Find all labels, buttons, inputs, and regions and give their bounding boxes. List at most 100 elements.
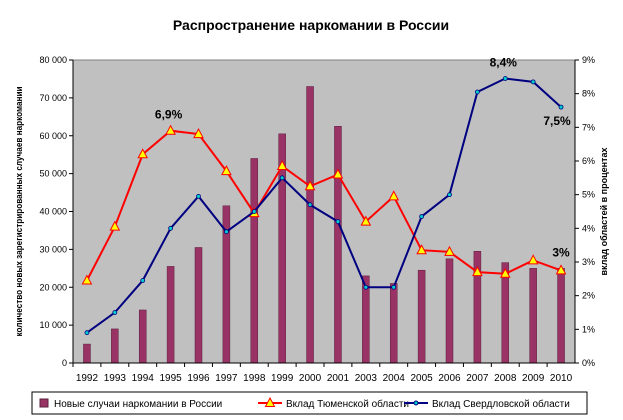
bar-2010 bbox=[557, 268, 565, 364]
legend-label: Вклад Тюменской области bbox=[286, 398, 409, 410]
x-tick-label-2001: 2001 bbox=[327, 373, 350, 384]
x-tick-label-1996: 1996 bbox=[187, 373, 210, 384]
legend-label: Новые случаи наркомании в России bbox=[54, 399, 222, 410]
y-right-tick-label: 5% bbox=[582, 190, 595, 200]
bar-1996 bbox=[194, 247, 203, 364]
y-right-tick-label: 4% bbox=[582, 223, 595, 233]
y-left-tick-label: 50 000 bbox=[39, 169, 67, 179]
x-tick-label-1997: 1997 bbox=[215, 373, 238, 384]
point-s1-1992 bbox=[81, 274, 93, 285]
bar-1995 bbox=[166, 266, 175, 364]
y-left-tick-label: 30 000 bbox=[39, 244, 67, 254]
point-s2-1992 bbox=[84, 330, 90, 336]
point-s1-2005 bbox=[416, 244, 427, 255]
bar-2005 bbox=[417, 269, 426, 364]
x-tick-label-1992: 1992 bbox=[76, 373, 99, 384]
y-right-tick-label: 9% bbox=[582, 55, 595, 65]
y-left-tick-label: 10 000 bbox=[39, 320, 67, 330]
bar-1998 bbox=[250, 158, 259, 364]
annotations-group: 6,9% 8,4% 7,5% 3% bbox=[155, 56, 571, 260]
point-s2-2009 bbox=[530, 79, 536, 85]
x-tick-label-1999: 1999 bbox=[271, 373, 294, 384]
point-s2-1994 bbox=[140, 278, 146, 283]
bar-2006 bbox=[445, 258, 454, 364]
x-tick-label-2007: 2007 bbox=[466, 373, 489, 384]
x-tick-label-2008: 2008 bbox=[494, 373, 517, 384]
point-s1-1997 bbox=[221, 165, 232, 176]
y-right-tick-label: 3% bbox=[582, 257, 595, 267]
y-axis-left-label: количество новых зарегистрированных случ… bbox=[14, 87, 24, 337]
point-s2-2010 bbox=[558, 104, 564, 110]
y-left-tick-label: 60 000 bbox=[39, 131, 67, 141]
legend-marker bbox=[413, 400, 419, 406]
point-s2-2000 bbox=[307, 202, 313, 208]
point-s2-1997 bbox=[223, 229, 229, 235]
axes-group: 0 10 000 20 000 30 000 40 000 50 000 60 000 70 … bbox=[39, 55, 595, 384]
legend-marker bbox=[264, 396, 276, 407]
point-s2-1999 bbox=[279, 175, 285, 181]
y-axis-right-label: вклад областей в процентах bbox=[599, 148, 609, 276]
y-left-tick-label: 40 000 bbox=[39, 207, 67, 217]
annotation-label: 6,9% bbox=[155, 108, 183, 122]
annotation-label: 3% bbox=[552, 245, 570, 259]
x-tick-label-2009: 2009 bbox=[522, 373, 545, 384]
y-right-tick-label: 6% bbox=[582, 156, 595, 166]
y-left-tick-label: 80 000 bbox=[39, 55, 67, 65]
point-s2-2003 bbox=[363, 284, 369, 290]
point-s2-2004 bbox=[391, 284, 397, 290]
annotation-label: 8,4% bbox=[490, 56, 518, 70]
point-s1-2000 bbox=[304, 180, 316, 191]
line-series-group bbox=[81, 76, 567, 336]
x-tick-label-2005: 2005 bbox=[410, 373, 433, 384]
point-s2-1993 bbox=[112, 310, 118, 315]
point-s2-1996 bbox=[196, 193, 201, 199]
x-tick-label-1995: 1995 bbox=[159, 373, 182, 384]
annotation-label: 7,5% bbox=[543, 114, 571, 128]
point-s1-2009 bbox=[527, 254, 539, 265]
point-s2-2006 bbox=[447, 192, 452, 198]
point-s2-2005 bbox=[419, 214, 425, 219]
y-right-tick-label: 1% bbox=[582, 324, 595, 334]
y-right-tick-label: 0% bbox=[582, 358, 595, 368]
y-left-tick-label: 20 000 bbox=[39, 282, 67, 292]
bar-2004 bbox=[389, 283, 398, 364]
legend-box bbox=[31, 391, 588, 415]
chart-title: Распространение наркомании в России bbox=[173, 17, 449, 33]
point-s1-2001 bbox=[332, 168, 344, 179]
y-right-tick-label: 7% bbox=[582, 122, 595, 132]
point-s1-2007 bbox=[472, 266, 483, 277]
point-s2-1995 bbox=[168, 225, 174, 231]
y-left-tick-label: 0 bbox=[62, 358, 67, 368]
point-s1-2004 bbox=[388, 190, 400, 201]
y-left-tick-label: 70 000 bbox=[39, 93, 67, 103]
point-s1-1995 bbox=[165, 124, 176, 135]
bar-2001 bbox=[334, 126, 342, 364]
legend-swatch-bar bbox=[39, 398, 49, 408]
plot-area bbox=[72, 59, 576, 364]
point-s1-1996 bbox=[193, 127, 204, 139]
line-series-2 bbox=[86, 77, 562, 334]
x-tick-label-1994: 1994 bbox=[132, 373, 155, 384]
point-s2-2001 bbox=[335, 219, 341, 225]
point-s1-2006 bbox=[444, 245, 455, 256]
y-right-tick-label: 2% bbox=[582, 291, 595, 301]
point-s2-2007 bbox=[474, 89, 480, 95]
point-s1-2003 bbox=[360, 215, 372, 226]
y-right-tick-label: 8% bbox=[582, 89, 595, 99]
bar-series-group bbox=[83, 86, 565, 364]
x-tick-label-1998: 1998 bbox=[243, 373, 266, 384]
point-s1-2010 bbox=[555, 264, 567, 275]
bar-1993 bbox=[111, 328, 119, 364]
x-tick-label-2010: 2010 bbox=[550, 373, 573, 384]
x-tick-label-2003: 2003 bbox=[355, 373, 378, 384]
bar-1992 bbox=[83, 343, 91, 364]
bar-1994 bbox=[138, 309, 147, 364]
point-s2-1998 bbox=[251, 209, 257, 214]
x-tick-label-2000: 2000 bbox=[299, 373, 322, 384]
point-s1-1994 bbox=[137, 148, 149, 159]
bar-2000 bbox=[306, 86, 314, 364]
point-s2-2008 bbox=[502, 76, 508, 81]
x-tick-label-2006: 2006 bbox=[438, 373, 461, 384]
point-s1-1999 bbox=[276, 159, 288, 171]
